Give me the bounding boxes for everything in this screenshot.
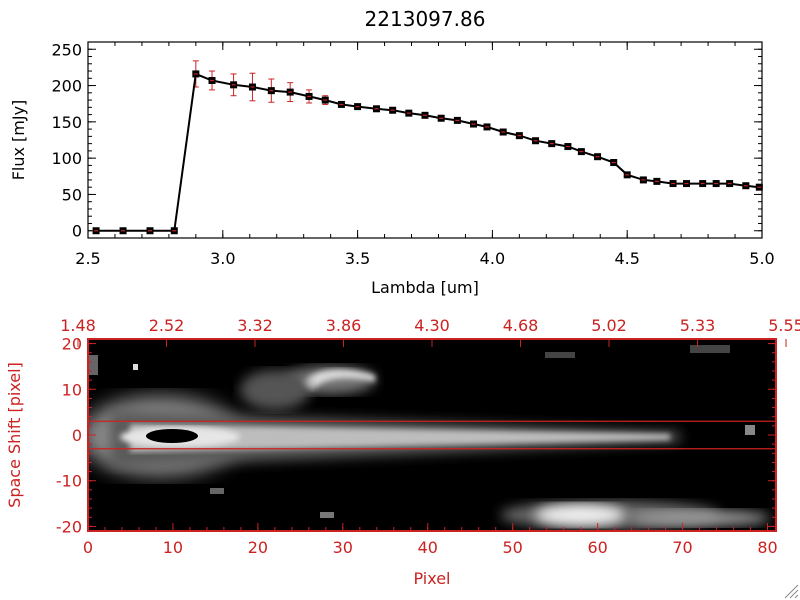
spectrum-axes: 2.5 3.0 3.5 4.0 4.5 5.0 0 50 100 150 200 250 (51, 40, 774, 268)
spectrum-points (92, 70, 763, 235)
heatmap-y-tick-label: 10 (62, 380, 82, 399)
heatmap-x-tick-label: 60 (587, 538, 607, 557)
x-tick-label: 2.5 (75, 249, 100, 268)
heatmap-y-tick-label: 0 (72, 426, 82, 445)
x-tick-label: 3.0 (210, 249, 235, 268)
heatmap-x-tick-label: 0 (83, 538, 93, 557)
heatmap-y-tick-label: -10 (56, 472, 82, 491)
heatmap-x-tick-label: 20 (248, 538, 268, 557)
heatmap-y-tick-label: 20 (62, 335, 82, 354)
heatmap-top-tick-label: 5.33 (680, 316, 716, 335)
heatmap-top-tick-label: 3.32 (237, 316, 273, 335)
chart-title: 2213097.86 (365, 7, 486, 31)
y-tick-label: 150 (51, 113, 82, 132)
x-tick-label: 5.0 (749, 249, 774, 268)
heatmap-x-tick-label: 10 (163, 538, 183, 557)
x-tick-label: 4.5 (614, 249, 639, 268)
heatmap-top-tick-label: 1.48 (60, 316, 96, 335)
heatmap-image (88, 345, 770, 529)
x-tick-label: 3.5 (345, 249, 370, 268)
heatmap-x-tick-label: 70 (672, 538, 692, 557)
resize-grip-icon[interactable] (784, 584, 799, 599)
x-tick-label: 4.0 (480, 249, 505, 268)
heatmap-x-tick-label: 30 (333, 538, 353, 557)
heatmap-top-tick-label: 2.52 (149, 316, 185, 335)
y-axis-label: Flux [mJy] (9, 100, 28, 181)
heatmap-top-tick-label: 5.02 (591, 316, 627, 335)
heatmap-y-axis-label: Space Shift [pixel] (5, 362, 24, 508)
heatmap-top-tick-label: 3.86 (326, 316, 362, 335)
spectrum-frame (87, 41, 763, 239)
heatmap-frame (87, 338, 777, 532)
y-tick-label: 250 (51, 40, 82, 59)
heatmap-axes: 0 10 20 30 40 50 60 70 80 1.48 2.52 3.32 3.86 4.30 4.6… (56, 316, 800, 557)
x-axis-label: Lambda [um] (371, 278, 479, 297)
heatmap-top-tick-label: 5.55 (768, 316, 800, 335)
y-tick-label: 100 (51, 149, 82, 168)
heatmap-x-tick-label: 50 (503, 538, 523, 557)
spectrum-line (96, 72, 760, 232)
heatmap-x-tick-label: 80 (757, 538, 777, 557)
heatmap-top-tick-label: 4.30 (414, 316, 450, 335)
heatmap-y-tick-label: -20 (56, 517, 82, 536)
heatmap-top-tick-label: 4.68 (503, 316, 539, 335)
y-tick-label: 0 (72, 222, 82, 241)
heatmap-x-axis-label: Pixel (413, 569, 450, 588)
heatmap-x-tick-label: 40 (418, 538, 438, 557)
y-tick-label: 200 (51, 77, 82, 96)
y-tick-label: 50 (62, 185, 82, 204)
